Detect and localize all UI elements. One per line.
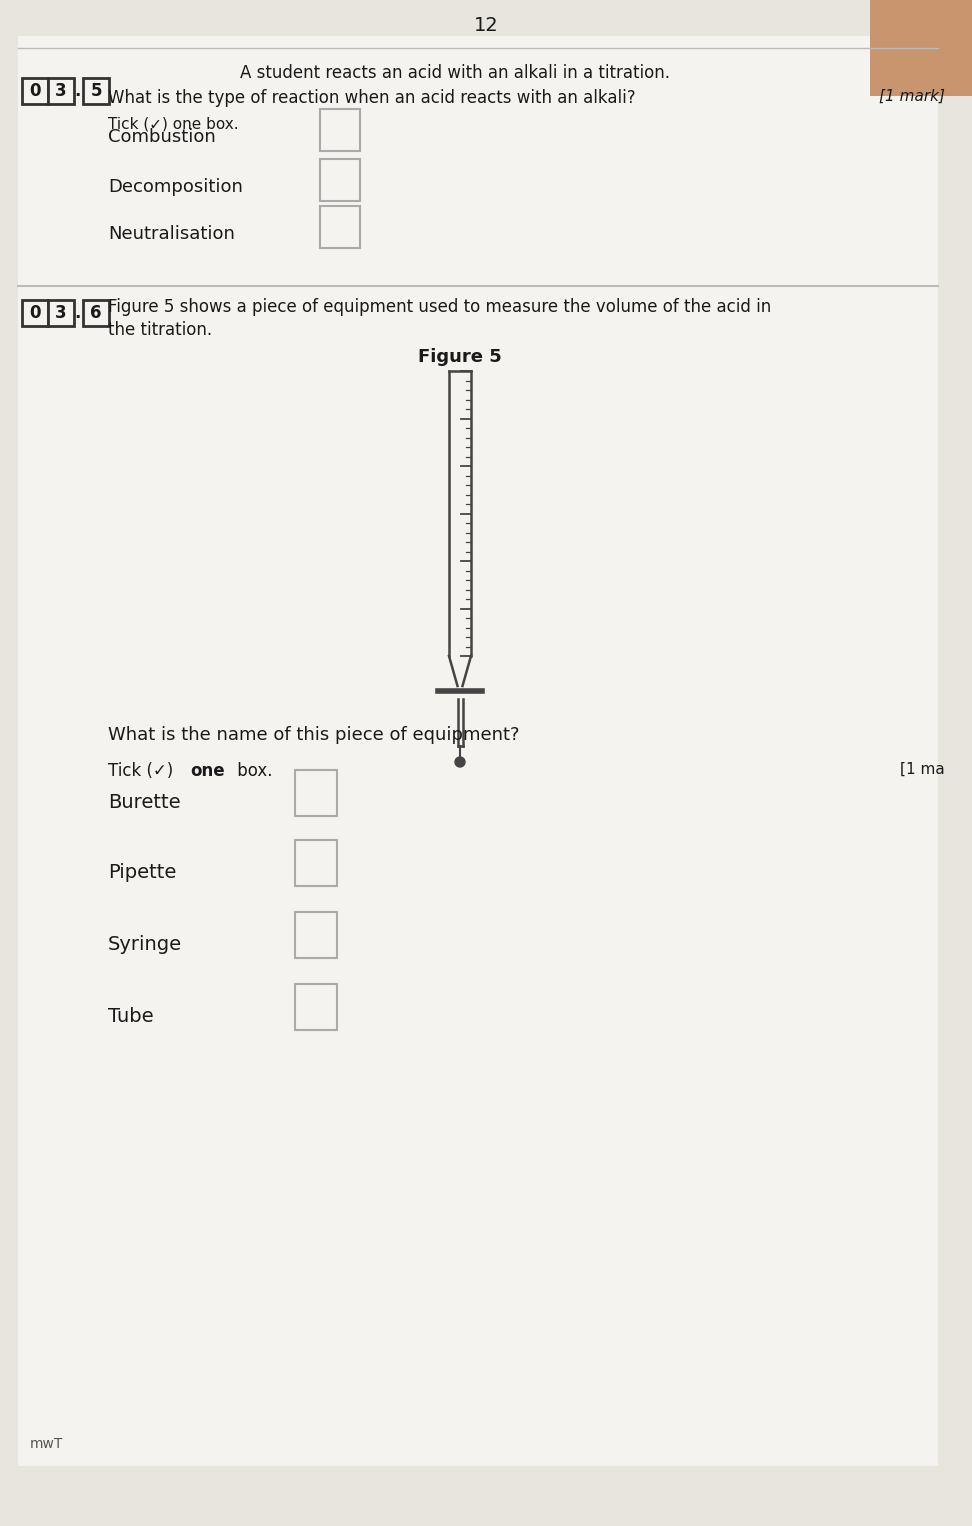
Text: 5: 5 (90, 82, 102, 101)
Text: What is the name of this piece of equipment?: What is the name of this piece of equipm… (108, 726, 519, 745)
Text: [1 ma: [1 ma (900, 761, 945, 777)
Text: Figure 5: Figure 5 (418, 348, 502, 366)
Bar (320, 159, 360, 201)
Text: 3: 3 (55, 304, 67, 322)
Bar (48, 301, 74, 327)
Bar (320, 108, 360, 151)
Text: Tick (✓): Tick (✓) (108, 761, 179, 780)
Bar (320, 206, 360, 249)
Bar (295, 984, 337, 1030)
Bar (22, 301, 48, 327)
Bar (295, 913, 337, 958)
Bar (83, 301, 109, 327)
Text: 0: 0 (29, 82, 41, 101)
Bar (22, 78, 48, 104)
Text: Tick (✓) one box.: Tick (✓) one box. (108, 116, 238, 131)
Text: Figure 5 shows a piece of equipment used to measure the volume of the acid in: Figure 5 shows a piece of equipment used… (108, 298, 771, 316)
Text: Decomposition: Decomposition (108, 179, 243, 195)
Text: Tube: Tube (108, 1007, 154, 1025)
Bar (870, 0, 972, 96)
Bar (295, 771, 337, 816)
Text: .: . (74, 304, 80, 322)
Text: one: one (190, 761, 225, 780)
Bar (295, 839, 337, 887)
Text: Syringe: Syringe (108, 934, 182, 954)
Bar (48, 78, 74, 104)
Text: .: . (74, 82, 80, 101)
Text: box.: box. (232, 761, 272, 780)
Text: 12: 12 (473, 15, 499, 35)
Text: Combustion: Combustion (108, 128, 216, 146)
Circle shape (455, 757, 465, 768)
Text: mwT: mwT (30, 1437, 63, 1451)
Text: the titration.: the titration. (108, 320, 212, 339)
Text: 0: 0 (29, 304, 41, 322)
Text: Neutralisation: Neutralisation (108, 224, 235, 243)
Text: A student reacts an acid with an alkali in a titration.: A student reacts an acid with an alkali … (240, 64, 670, 82)
Text: 3: 3 (55, 82, 67, 101)
Text: Burette: Burette (108, 792, 181, 812)
Text: [1 mark]: [1 mark] (879, 89, 945, 104)
Bar (83, 78, 109, 104)
Text: 6: 6 (90, 304, 102, 322)
Text: What is the type of reaction when an acid reacts with an alkali?: What is the type of reaction when an aci… (108, 89, 636, 107)
Text: Pipette: Pipette (108, 862, 176, 882)
